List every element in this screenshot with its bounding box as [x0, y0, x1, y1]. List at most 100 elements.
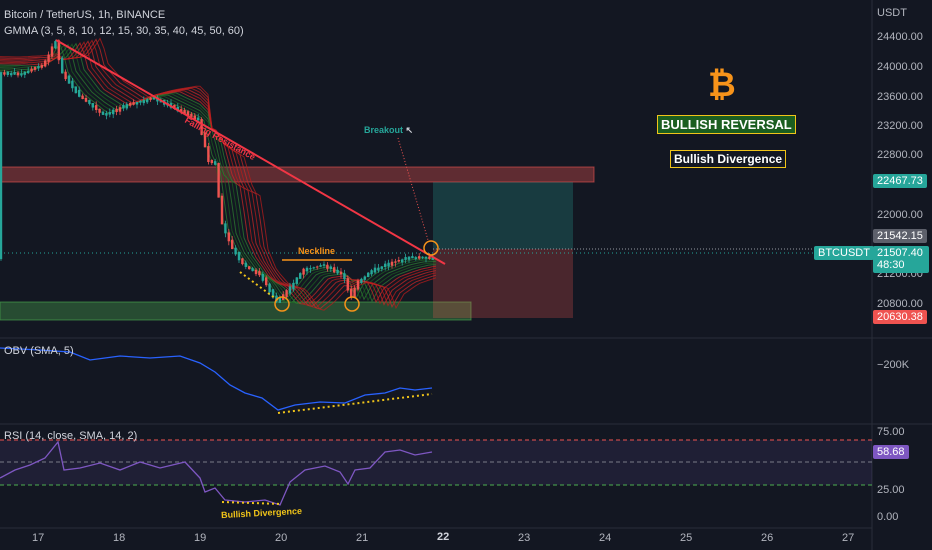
rsi-line: [0, 440, 433, 506]
candle-body: [241, 258, 244, 265]
candle-body: [251, 268, 254, 272]
candle-body: [346, 278, 349, 291]
candle-body: [227, 232, 230, 242]
candle-body: [414, 257, 417, 259]
candle-body: [108, 112, 111, 115]
time-tick: 24: [599, 532, 612, 544]
candle-body: [384, 263, 387, 267]
candle-body: [428, 256, 431, 259]
candle-body: [316, 266, 319, 268]
candle-body: [370, 270, 373, 275]
candles: [0, 39, 434, 304]
symbol-tag: BTCUSDT: [814, 246, 874, 260]
obv-line: [0, 347, 433, 411]
rsi-tick: 75.00: [877, 426, 905, 438]
candle-body: [309, 268, 312, 270]
stop-box: [433, 249, 573, 318]
candle-body: [339, 271, 343, 275]
obv-legend[interactable]: OBV (SMA, 5): [4, 345, 74, 357]
candle-body: [197, 117, 200, 121]
candle-body: [404, 257, 407, 260]
low-marker-2: [344, 296, 360, 312]
candle-body: [95, 105, 98, 110]
candle-body: [190, 113, 193, 117]
candle-body: [91, 103, 94, 108]
last-price-value: 21507.40: [877, 247, 923, 259]
candle-body: [377, 267, 380, 271]
bullish-reversal-label[interactable]: BULLISH REVERSAL: [657, 115, 796, 134]
candle-body: [139, 100, 142, 103]
candle-body: [363, 276, 366, 280]
breakout-label[interactable]: Breakout ↖: [364, 125, 413, 136]
time-tick: 19: [194, 532, 207, 544]
currency-label: USDT: [877, 7, 907, 19]
candle-body: [336, 269, 339, 274]
price-tick: 23600.00: [877, 91, 923, 103]
candle-body: [81, 95, 84, 99]
candle-body: [271, 289, 275, 298]
candle-body: [217, 162, 220, 198]
candle-body: [214, 161, 217, 165]
candle-body: [258, 271, 261, 276]
candle-body: [394, 261, 397, 263]
candle-body: [418, 256, 421, 259]
candle-body: [203, 132, 207, 148]
candle-body: [305, 267, 309, 272]
support-zone: [0, 301, 472, 321]
time-tick: 22: [437, 531, 450, 543]
bullish-divergence-box[interactable]: Bullish Divergence: [670, 150, 787, 168]
rsi-legend[interactable]: RSI (14, close, SMA, 14, 2): [4, 430, 138, 442]
candle-body: [350, 288, 353, 297]
candle-body: [424, 257, 428, 259]
candle-body: [67, 75, 71, 84]
candle-body: [237, 251, 241, 261]
candle-body: [207, 146, 210, 163]
time-tick: 21: [356, 532, 369, 544]
candle-body: [142, 100, 145, 104]
candle-body: [57, 40, 60, 61]
candle-body: [278, 297, 281, 303]
candle-body: [74, 86, 77, 94]
candle-body: [244, 262, 247, 267]
target-box: [433, 182, 573, 249]
candle-body: [37, 66, 40, 69]
candle-body: [421, 256, 424, 258]
candle-body: [146, 99, 149, 103]
candle-body: [23, 71, 26, 75]
candle-body: [261, 273, 264, 281]
time-tick: 27: [842, 532, 855, 544]
candle-body: [98, 108, 101, 113]
candle-body: [6, 71, 9, 75]
candle-body: [50, 46, 54, 57]
price-tick: 23200.00: [877, 120, 923, 132]
neckline-label[interactable]: Neckline: [298, 246, 336, 256]
candle-body: [380, 266, 383, 269]
candle-body: [326, 264, 329, 269]
candle-body: [30, 68, 33, 72]
candle-body: [16, 72, 20, 76]
gmma-line: [0, 44, 437, 303]
price-tick: 20800.00: [877, 298, 923, 310]
target-price-label: 22467.73: [873, 174, 927, 188]
candle-body: [173, 104, 176, 109]
candle-body: [105, 113, 108, 116]
candle-body: [254, 269, 258, 275]
candle-body: [322, 264, 326, 266]
candle-body: [0, 72, 3, 260]
gmma-line: [0, 43, 437, 304]
breakout-marker: [423, 240, 439, 256]
price-divergence-dots: [239, 271, 281, 303]
candle-body: [135, 101, 139, 105]
falling-resistance-line[interactable]: [55, 39, 446, 265]
gmma-legend[interactable]: GMMA (3, 5, 8, 10, 12, 15, 30, 35, 40, 4…: [4, 25, 244, 37]
time-tick: 18: [113, 532, 126, 544]
candle-body: [302, 268, 305, 275]
rsi-tick: 25.00: [877, 484, 905, 496]
candle-body: [27, 70, 30, 74]
candle-body: [122, 105, 125, 109]
entry-price-label: 21542.15: [873, 229, 927, 243]
symbol-title[interactable]: Bitcoin / TetherUS, 1h, BINANCE: [4, 9, 166, 21]
time-tick: 17: [32, 532, 45, 544]
